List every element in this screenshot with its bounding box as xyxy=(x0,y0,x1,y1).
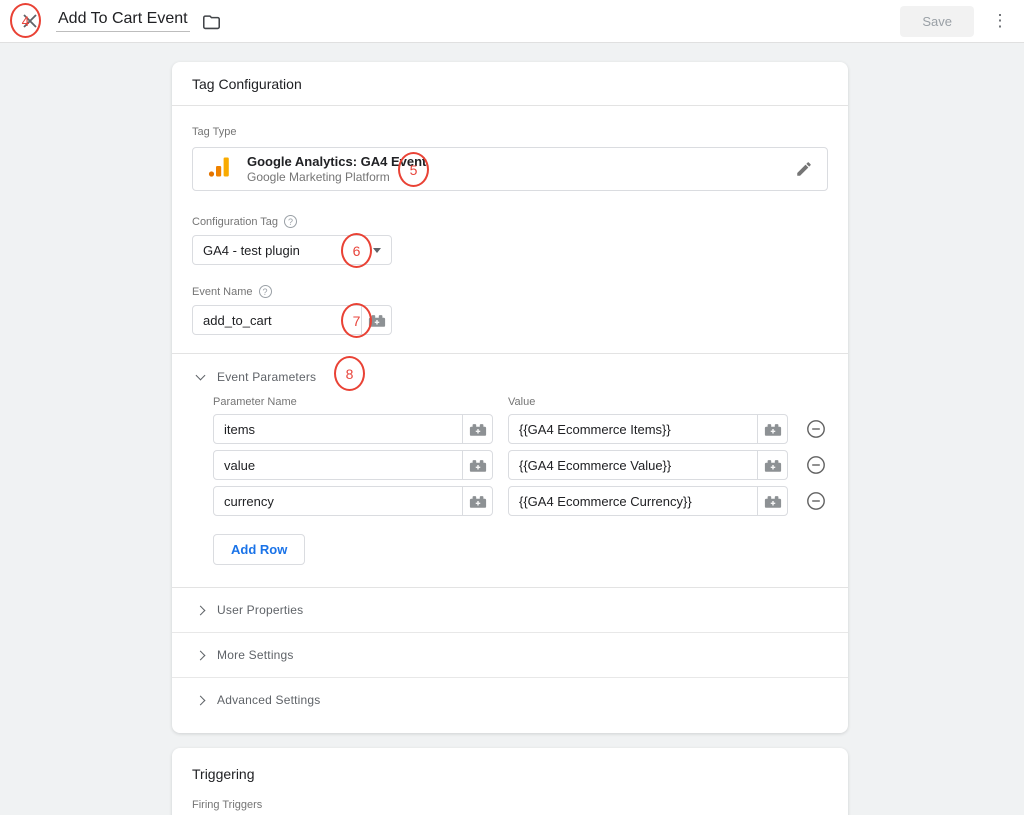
section-more-settings[interactable]: More Settings xyxy=(192,633,828,677)
section-label: More Settings xyxy=(217,648,294,662)
help-icon[interactable]: ? xyxy=(284,215,298,228)
variable-picker-icon[interactable] xyxy=(757,415,787,443)
save-button[interactable]: Save xyxy=(900,5,974,37)
table-row xyxy=(213,486,828,516)
triggering-card: Triggering Firing Triggers <> Add To Car… xyxy=(172,748,848,815)
chevron-right-icon xyxy=(195,605,206,615)
variable-picker-icon[interactable] xyxy=(462,415,492,443)
parameter-value-field xyxy=(508,450,788,480)
annotation-number: 6 xyxy=(352,242,361,259)
configuration-tag-value: GA4 - test plugin xyxy=(203,242,300,258)
chevron-down-icon xyxy=(195,370,206,381)
kebab-menu-icon[interactable]: ⋮ xyxy=(991,11,1009,30)
tag-type-selector[interactable]: Google Analytics: GA4 Event Google Marke… xyxy=(192,147,828,191)
event-name-field: 7 xyxy=(192,303,392,338)
event-parameters-title: Event Parameters xyxy=(217,370,317,384)
annotation-circle-8: 8 xyxy=(334,356,365,391)
parameter-name-input[interactable] xyxy=(214,451,462,479)
table-row xyxy=(213,450,828,480)
parameter-name-input[interactable] xyxy=(214,415,462,443)
parameter-name-column-header: Parameter Name xyxy=(213,396,297,408)
tag-configuration-title: Tag Configuration xyxy=(172,62,848,106)
triggering-title: Triggering xyxy=(192,766,255,782)
parameter-value-field xyxy=(508,414,788,444)
parameter-value-input[interactable] xyxy=(509,451,757,479)
variable-picker-icon[interactable] xyxy=(462,451,492,479)
parameter-value-input[interactable] xyxy=(509,415,757,443)
firing-triggers-label: Firing Triggers xyxy=(192,799,263,811)
remove-row-button[interactable] xyxy=(806,419,826,439)
parameter-value-input[interactable] xyxy=(509,487,757,515)
variable-picker-icon[interactable] xyxy=(361,306,391,334)
tag-type-name: Google Analytics: GA4 Event xyxy=(247,154,427,169)
section-label: User Properties xyxy=(217,603,304,617)
variable-picker-icon[interactable] xyxy=(757,487,787,515)
chevron-right-icon xyxy=(195,695,206,705)
value-column-header: Value xyxy=(508,396,536,408)
event-parameters-table: Parameter Name Value xyxy=(213,396,828,516)
chevron-right-icon xyxy=(195,650,206,660)
parameter-name-field xyxy=(213,414,493,444)
configuration-tag-label: Configuration Tag xyxy=(192,215,279,228)
remove-row-button[interactable] xyxy=(806,455,826,475)
parameter-name-field xyxy=(213,450,493,480)
tag-configuration-card: Tag Configuration Tag Type Google Analyt… xyxy=(172,62,848,733)
table-row xyxy=(213,414,828,444)
parameter-name-input[interactable] xyxy=(214,487,462,515)
variable-picker-icon[interactable] xyxy=(462,487,492,515)
folder-icon[interactable] xyxy=(202,13,221,30)
main-content: Tag Configuration Tag Type Google Analyt… xyxy=(0,43,1024,815)
google-analytics-icon xyxy=(207,155,231,184)
section-user-properties[interactable]: User Properties xyxy=(192,588,828,632)
event-parameters-section-header[interactable]: Event Parameters 8 xyxy=(192,354,828,396)
tag-type-label: Tag Type xyxy=(192,126,237,138)
edit-pencil-icon[interactable] xyxy=(795,160,813,178)
parameter-value-field xyxy=(508,486,788,516)
remove-row-button[interactable] xyxy=(806,491,826,511)
configuration-tag-select[interactable]: GA4 - test plugin 6 xyxy=(192,233,392,268)
page-title[interactable]: Add To Cart Event xyxy=(56,10,190,32)
tag-type-vendor: Google Marketing Platform xyxy=(247,170,390,184)
variable-picker-icon[interactable] xyxy=(757,451,787,479)
close-icon[interactable] xyxy=(22,12,40,30)
section-label: Advanced Settings xyxy=(217,693,321,707)
add-row-button[interactable]: Add Row xyxy=(213,534,306,565)
top-bar: 4 Add To Cart Event Save ⋮ xyxy=(0,0,1024,43)
parameter-name-field xyxy=(213,486,493,516)
help-icon[interactable]: ? xyxy=(258,285,272,298)
event-name-input[interactable] xyxy=(193,306,361,334)
annotation-circle-6: 6 xyxy=(341,233,372,268)
chevron-down-icon xyxy=(373,247,381,253)
annotation-number: 8 xyxy=(345,365,354,382)
event-name-label: Event Name xyxy=(192,285,253,298)
section-advanced-settings[interactable]: Advanced Settings xyxy=(192,678,828,713)
